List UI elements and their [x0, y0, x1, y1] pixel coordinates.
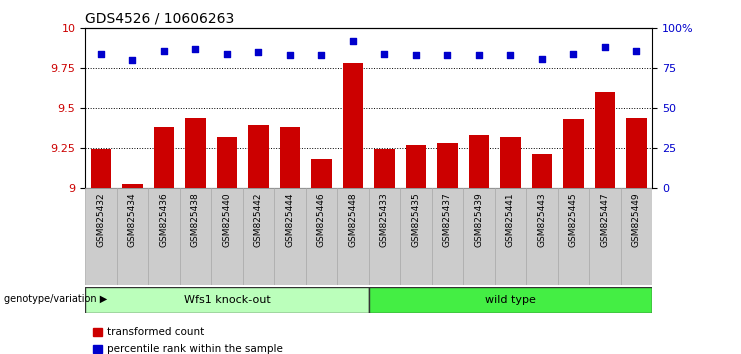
Bar — [342, 63, 363, 188]
Text: GSM825440: GSM825440 — [222, 193, 231, 247]
Point — [505, 53, 516, 58]
Text: GSM825441: GSM825441 — [506, 193, 515, 247]
Bar — [248, 126, 269, 188]
Text: wild type: wild type — [485, 295, 536, 305]
Bar — [500, 137, 521, 188]
Text: GSM825445: GSM825445 — [569, 193, 578, 247]
Bar — [279, 127, 300, 188]
Bar — [337, 188, 368, 285]
Bar — [148, 188, 179, 285]
Point — [190, 46, 202, 52]
Point — [599, 45, 611, 50]
Text: GSM825444: GSM825444 — [285, 193, 294, 247]
Point — [284, 53, 296, 58]
Text: GDS4526 / 10606263: GDS4526 / 10606263 — [85, 12, 234, 26]
Bar — [626, 118, 647, 188]
Text: GSM825449: GSM825449 — [632, 193, 641, 247]
Text: GSM825439: GSM825439 — [474, 193, 483, 247]
Bar — [153, 127, 174, 188]
Text: GSM825442: GSM825442 — [254, 193, 263, 247]
Text: GSM825432: GSM825432 — [96, 193, 105, 247]
Point — [631, 48, 642, 53]
Point — [127, 57, 139, 63]
Text: GSM825437: GSM825437 — [443, 193, 452, 247]
Bar — [526, 188, 557, 285]
Point — [95, 51, 107, 57]
Point — [347, 38, 359, 44]
Bar — [211, 188, 243, 285]
Text: GSM825443: GSM825443 — [537, 193, 546, 247]
Text: GSM825434: GSM825434 — [128, 193, 137, 247]
Bar — [463, 188, 495, 285]
Bar — [85, 188, 117, 285]
Bar — [594, 92, 615, 188]
Text: percentile rank within the sample: percentile rank within the sample — [107, 344, 283, 354]
Bar — [117, 188, 148, 285]
Bar — [621, 188, 652, 285]
Bar — [374, 149, 395, 188]
Text: GSM825436: GSM825436 — [159, 193, 168, 247]
Bar — [557, 188, 589, 285]
Bar — [495, 188, 526, 285]
Bar — [531, 154, 552, 188]
Bar — [468, 135, 489, 188]
Point — [379, 51, 391, 57]
Point — [568, 51, 579, 57]
Text: transformed count: transformed count — [107, 327, 205, 337]
Point — [442, 53, 453, 58]
Point — [536, 56, 548, 62]
Point — [221, 51, 233, 57]
Text: Wfs1 knock-out: Wfs1 knock-out — [184, 295, 270, 305]
Point — [253, 50, 265, 55]
Bar — [85, 287, 369, 313]
Bar — [216, 137, 237, 188]
Bar — [563, 119, 584, 188]
Point — [316, 53, 328, 58]
Text: GSM825447: GSM825447 — [600, 193, 609, 247]
Text: GSM825438: GSM825438 — [191, 193, 200, 247]
Bar — [311, 159, 332, 188]
Point — [410, 53, 422, 58]
Text: GSM825435: GSM825435 — [411, 193, 420, 247]
Bar — [405, 145, 426, 188]
Bar — [185, 118, 206, 188]
Text: GSM825446: GSM825446 — [317, 193, 326, 247]
Bar — [437, 143, 458, 188]
Bar — [179, 188, 211, 285]
Bar — [589, 188, 620, 285]
Text: GSM825448: GSM825448 — [348, 193, 357, 247]
Bar — [90, 149, 111, 188]
Bar — [400, 188, 431, 285]
Bar — [368, 287, 652, 313]
Text: GSM825433: GSM825433 — [380, 193, 389, 247]
Bar — [368, 188, 400, 285]
Bar — [243, 188, 274, 285]
Point — [473, 53, 485, 58]
Bar — [306, 188, 337, 285]
Bar — [274, 188, 306, 285]
Point — [158, 48, 170, 53]
Bar — [122, 184, 143, 188]
Text: genotype/variation ▶: genotype/variation ▶ — [4, 294, 107, 304]
Bar — [431, 188, 463, 285]
